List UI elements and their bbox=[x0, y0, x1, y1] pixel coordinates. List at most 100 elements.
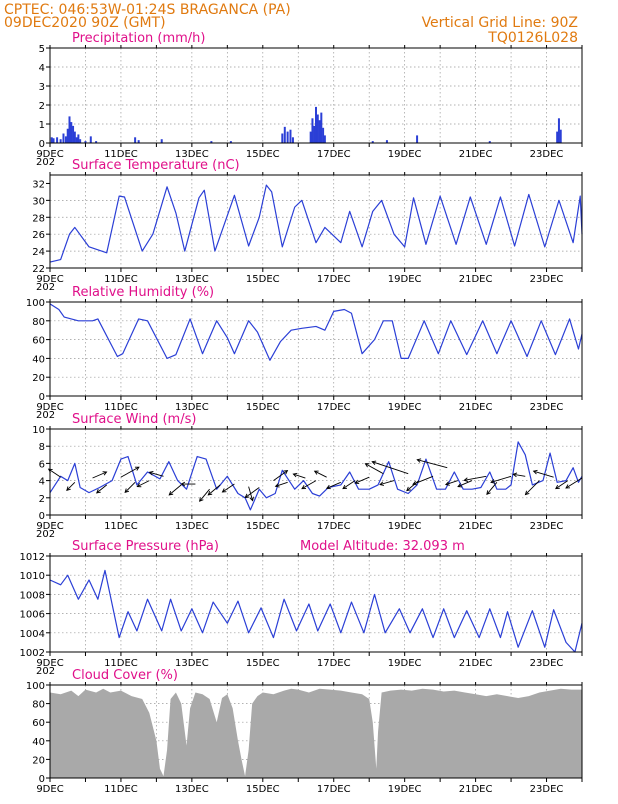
x-tick-label: 11DEC bbox=[104, 658, 138, 669]
wind-vector-head bbox=[342, 484, 348, 490]
x-tick-label: 23DEC bbox=[530, 521, 564, 532]
precip-bar bbox=[79, 139, 82, 143]
y-tick-label: 20 bbox=[32, 373, 45, 384]
wind-vector bbox=[120, 466, 140, 478]
panel-title: Cloud Cover (%) bbox=[72, 668, 178, 683]
x-sub-label: 202 bbox=[36, 666, 55, 677]
wind-vector bbox=[533, 470, 554, 478]
y-tick-label: 1002 bbox=[20, 648, 45, 659]
wind-vector-head bbox=[354, 479, 360, 484]
y-tick-label: 1006 bbox=[20, 610, 45, 621]
wind-vector bbox=[124, 482, 136, 493]
x-tick-label: 17DEC bbox=[317, 149, 351, 160]
precip-bar bbox=[56, 137, 59, 143]
wind-vector bbox=[490, 475, 512, 483]
panel-title: Surface Pressure (hPa) bbox=[72, 539, 219, 554]
panel-frame bbox=[49, 684, 583, 779]
x-tick-label: 19DEC bbox=[388, 402, 422, 413]
wind-vector-head bbox=[490, 479, 496, 484]
wind-vector-head bbox=[371, 460, 377, 465]
precip-bar bbox=[289, 129, 292, 143]
wind-vector-head bbox=[379, 481, 385, 486]
x-tick-label: 15DEC bbox=[246, 658, 280, 669]
x-tick-label: 21DEC bbox=[459, 402, 493, 413]
wind-vector bbox=[457, 480, 473, 488]
wind-vector-head bbox=[244, 493, 250, 499]
y-tick-label: 0 bbox=[39, 511, 45, 522]
wind-vector-head bbox=[301, 484, 307, 490]
precip-bar bbox=[72, 125, 75, 143]
y-tick-label: 100 bbox=[26, 298, 45, 309]
x-sub-label: 202 bbox=[36, 529, 55, 540]
precip-bar bbox=[62, 133, 65, 143]
wind-vector bbox=[565, 477, 583, 489]
precip-bar bbox=[75, 137, 78, 143]
precip-bar bbox=[311, 118, 314, 143]
precip-bar bbox=[556, 131, 559, 143]
wind-vector bbox=[96, 484, 108, 494]
wind-vector bbox=[417, 459, 448, 469]
y-tick-label: 6 bbox=[39, 459, 45, 470]
wind-vector bbox=[486, 482, 498, 495]
x-tick-label: 23DEC bbox=[530, 274, 564, 285]
y-tick-label: 3 bbox=[39, 82, 45, 93]
y-tick-label: 5 bbox=[39, 44, 45, 55]
y-tick-label: 0 bbox=[39, 392, 45, 403]
panel-5: 0 20 40 60 80 100 9DEC 11DEC 13DEC 15DEC 17DEC 19DE… bbox=[26, 668, 583, 795]
wind-vector bbox=[314, 470, 327, 478]
wind-vector bbox=[326, 481, 342, 489]
wind-vector-head bbox=[412, 480, 418, 486]
x-tick-label: 21DEC bbox=[459, 274, 493, 285]
wind-vector-head bbox=[512, 472, 518, 478]
wind-vector bbox=[199, 488, 210, 502]
panel-title: Relative Humidity (%) bbox=[72, 285, 214, 300]
wind-vector-head bbox=[292, 472, 298, 478]
wind-vector-head bbox=[444, 481, 450, 486]
panel-4: 1002 1004 1006 1008 1010 1012 9DEC 11DEC 13DEC 15… bbox=[20, 539, 583, 677]
x-tick-label: 15DEC bbox=[246, 521, 280, 532]
x-tick-label: 11DEC bbox=[104, 149, 138, 160]
x-tick-label: 11DEC bbox=[104, 274, 138, 285]
wind-vector bbox=[66, 482, 76, 491]
wind-vector bbox=[379, 480, 395, 486]
precip-bar bbox=[283, 126, 286, 143]
model-altitude: Model Altitude: 32.093 m bbox=[300, 539, 465, 554]
panel-title: Surface Temperature (nC) bbox=[72, 158, 240, 173]
y-tick-label: 60 bbox=[32, 718, 45, 729]
y-tick-label: 4 bbox=[39, 477, 45, 488]
y-tick-label: 22 bbox=[32, 264, 45, 275]
x-tick-label: 19DEC bbox=[388, 149, 422, 160]
wind-vector bbox=[412, 475, 434, 485]
wind-vector bbox=[149, 471, 164, 477]
y-tick-label: 8 bbox=[39, 442, 45, 453]
y-tick-label: 100 bbox=[26, 681, 45, 692]
precip-bar bbox=[210, 141, 213, 143]
x-tick-label: 21DEC bbox=[459, 149, 493, 160]
y-tick-label: 2 bbox=[39, 101, 45, 112]
precip-bar bbox=[66, 128, 69, 143]
wind-vector-head bbox=[486, 490, 491, 496]
precip-bar bbox=[385, 140, 388, 143]
x-tick-label: 23DEC bbox=[530, 149, 564, 160]
y-tick-label: 0 bbox=[39, 774, 45, 785]
wind-vector bbox=[92, 471, 107, 479]
wind-vector-head bbox=[148, 470, 154, 476]
wind-vector bbox=[555, 480, 569, 489]
wind-vector bbox=[273, 470, 288, 481]
wind-vector bbox=[365, 463, 384, 475]
panel-1: 22 24 26 28 30 32 9DEC 11DEC 13DEC 15DEC 17DEC 19DE… bbox=[32, 158, 583, 293]
precip-bar bbox=[313, 125, 316, 143]
precip-bar bbox=[291, 137, 294, 143]
wind-vector-head bbox=[457, 483, 463, 488]
y-tick-label: 4 bbox=[39, 63, 45, 74]
wind-vector-head bbox=[524, 490, 530, 496]
precip-bar bbox=[488, 141, 491, 143]
series-line bbox=[49, 303, 583, 361]
y-tick-label: 1012 bbox=[20, 552, 45, 563]
panel-2: 0 20 40 60 80 100 9DEC 11DEC 13DEC 15DEC 17DEC 19DE… bbox=[26, 285, 583, 421]
precip-bar bbox=[318, 120, 321, 143]
wind-vector bbox=[372, 461, 409, 475]
x-tick-label: 19DEC bbox=[388, 274, 422, 285]
panel-frame bbox=[49, 428, 583, 516]
x-tick-label: 21DEC bbox=[459, 784, 493, 795]
